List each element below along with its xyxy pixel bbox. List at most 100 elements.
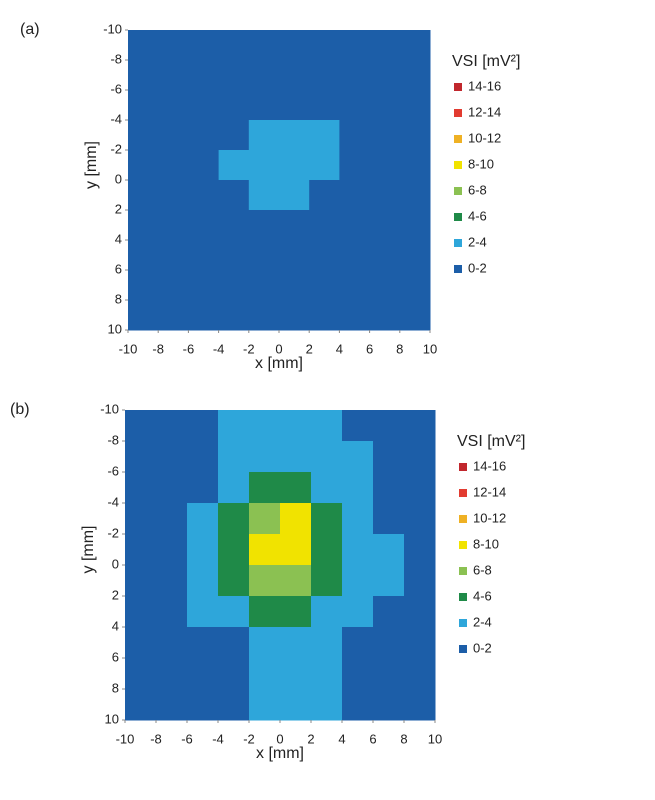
heat-cell bbox=[311, 534, 343, 566]
heat-cell bbox=[156, 565, 188, 597]
heat-cell bbox=[125, 503, 157, 535]
x-tick-label: -8 bbox=[152, 341, 164, 356]
heat-cell bbox=[369, 120, 401, 151]
heat-cell bbox=[280, 689, 312, 721]
heat-cell bbox=[311, 627, 343, 659]
heat-cell bbox=[339, 60, 371, 91]
heat-cell bbox=[125, 441, 157, 473]
heat-cell bbox=[125, 410, 157, 442]
heat-cell bbox=[279, 270, 310, 301]
legend-label: 10-12 bbox=[468, 130, 501, 145]
legend-swatch bbox=[459, 515, 467, 523]
heat-cell bbox=[156, 472, 188, 504]
heat-cell bbox=[311, 689, 343, 721]
x-tick-label: -10 bbox=[116, 731, 135, 746]
heat-cell bbox=[339, 30, 371, 61]
y-tick-label: -8 bbox=[110, 51, 122, 66]
heat-cell bbox=[248, 210, 280, 241]
legend-swatch bbox=[454, 161, 462, 169]
heat-cell bbox=[128, 300, 159, 331]
heat-cell bbox=[248, 150, 280, 181]
heat-cell bbox=[404, 565, 436, 597]
heat-cell bbox=[311, 441, 343, 473]
y-tick-label: -6 bbox=[107, 463, 119, 478]
heat-cell bbox=[280, 565, 312, 597]
heat-cell bbox=[369, 180, 401, 211]
legend-label: 2-4 bbox=[473, 614, 492, 629]
heat-cell bbox=[128, 120, 159, 151]
heat-cell bbox=[342, 689, 374, 721]
y-tick-label: 10 bbox=[105, 711, 119, 726]
heat-cell bbox=[188, 180, 220, 211]
heat-cell bbox=[218, 120, 250, 151]
heat-cell bbox=[187, 565, 219, 597]
heat-cell bbox=[128, 60, 159, 91]
x-tick-label: 8 bbox=[400, 731, 407, 746]
legend-swatch bbox=[459, 593, 467, 601]
heat-cell bbox=[125, 596, 157, 628]
heat-cell bbox=[369, 150, 401, 181]
heat-cell bbox=[188, 240, 220, 271]
heat-cell bbox=[188, 90, 220, 121]
heat-cell bbox=[158, 300, 189, 331]
heat-cell bbox=[279, 30, 310, 61]
heat-cell bbox=[279, 90, 310, 121]
heat-cell bbox=[369, 30, 401, 61]
heat-cell bbox=[280, 410, 312, 442]
heat-cell bbox=[249, 472, 281, 504]
heat-cell bbox=[218, 240, 250, 271]
legend-label: 12-14 bbox=[473, 484, 506, 499]
legend-swatch bbox=[459, 567, 467, 575]
heat-cell bbox=[373, 565, 405, 597]
heat-cell bbox=[399, 240, 431, 271]
heat-cell bbox=[339, 300, 371, 331]
legend-label: 8-10 bbox=[468, 156, 494, 171]
heat-cell bbox=[309, 150, 340, 181]
heat-cell bbox=[158, 120, 189, 151]
heat-cell bbox=[218, 534, 250, 566]
heat-cell bbox=[339, 180, 371, 211]
legend-label: 4-6 bbox=[468, 208, 487, 223]
heat-cell bbox=[342, 410, 374, 442]
y-tick-label: -8 bbox=[107, 432, 119, 447]
heat-cell bbox=[188, 300, 220, 331]
x-tick-label: 10 bbox=[428, 731, 442, 746]
x-tick-label: -6 bbox=[183, 341, 195, 356]
x-tick-label: -6 bbox=[181, 731, 193, 746]
legend-label: 8-10 bbox=[473, 536, 499, 551]
heat-cell bbox=[339, 210, 371, 241]
heat-cell bbox=[187, 503, 219, 535]
heat-cell bbox=[369, 270, 401, 301]
x-tick-label: -8 bbox=[150, 731, 162, 746]
x-tick-label: -2 bbox=[243, 341, 255, 356]
legend-swatch bbox=[459, 489, 467, 497]
legend-swatch bbox=[454, 239, 462, 247]
heat-cell bbox=[280, 658, 312, 690]
heat-cell bbox=[373, 410, 405, 442]
heat-cell bbox=[309, 120, 340, 151]
heat-cell bbox=[128, 210, 159, 241]
heat-cell bbox=[279, 60, 310, 91]
heat-cell bbox=[125, 472, 157, 504]
heat-cell bbox=[187, 534, 219, 566]
heat-cell bbox=[280, 472, 312, 504]
heat-cell bbox=[218, 150, 250, 181]
y-tick-label: -2 bbox=[110, 141, 122, 156]
legend-swatch bbox=[459, 619, 467, 627]
heat-cell bbox=[342, 441, 374, 473]
y-tick-label: 6 bbox=[115, 261, 122, 276]
heat-cell bbox=[156, 596, 188, 628]
heat-cell bbox=[280, 596, 312, 628]
heat-cell bbox=[404, 627, 436, 659]
heat-cell bbox=[218, 410, 250, 442]
y-tick-label: 8 bbox=[112, 680, 119, 695]
legend-label: 4-6 bbox=[473, 588, 492, 603]
legend-label: 0-2 bbox=[473, 640, 492, 655]
heat-cell bbox=[311, 565, 343, 597]
heat-cell bbox=[188, 30, 220, 61]
heat-cell bbox=[248, 240, 280, 271]
heat-cell bbox=[279, 150, 310, 181]
heat-cell bbox=[373, 472, 405, 504]
x-tick-label: -2 bbox=[243, 731, 255, 746]
heat-cell bbox=[309, 180, 340, 211]
